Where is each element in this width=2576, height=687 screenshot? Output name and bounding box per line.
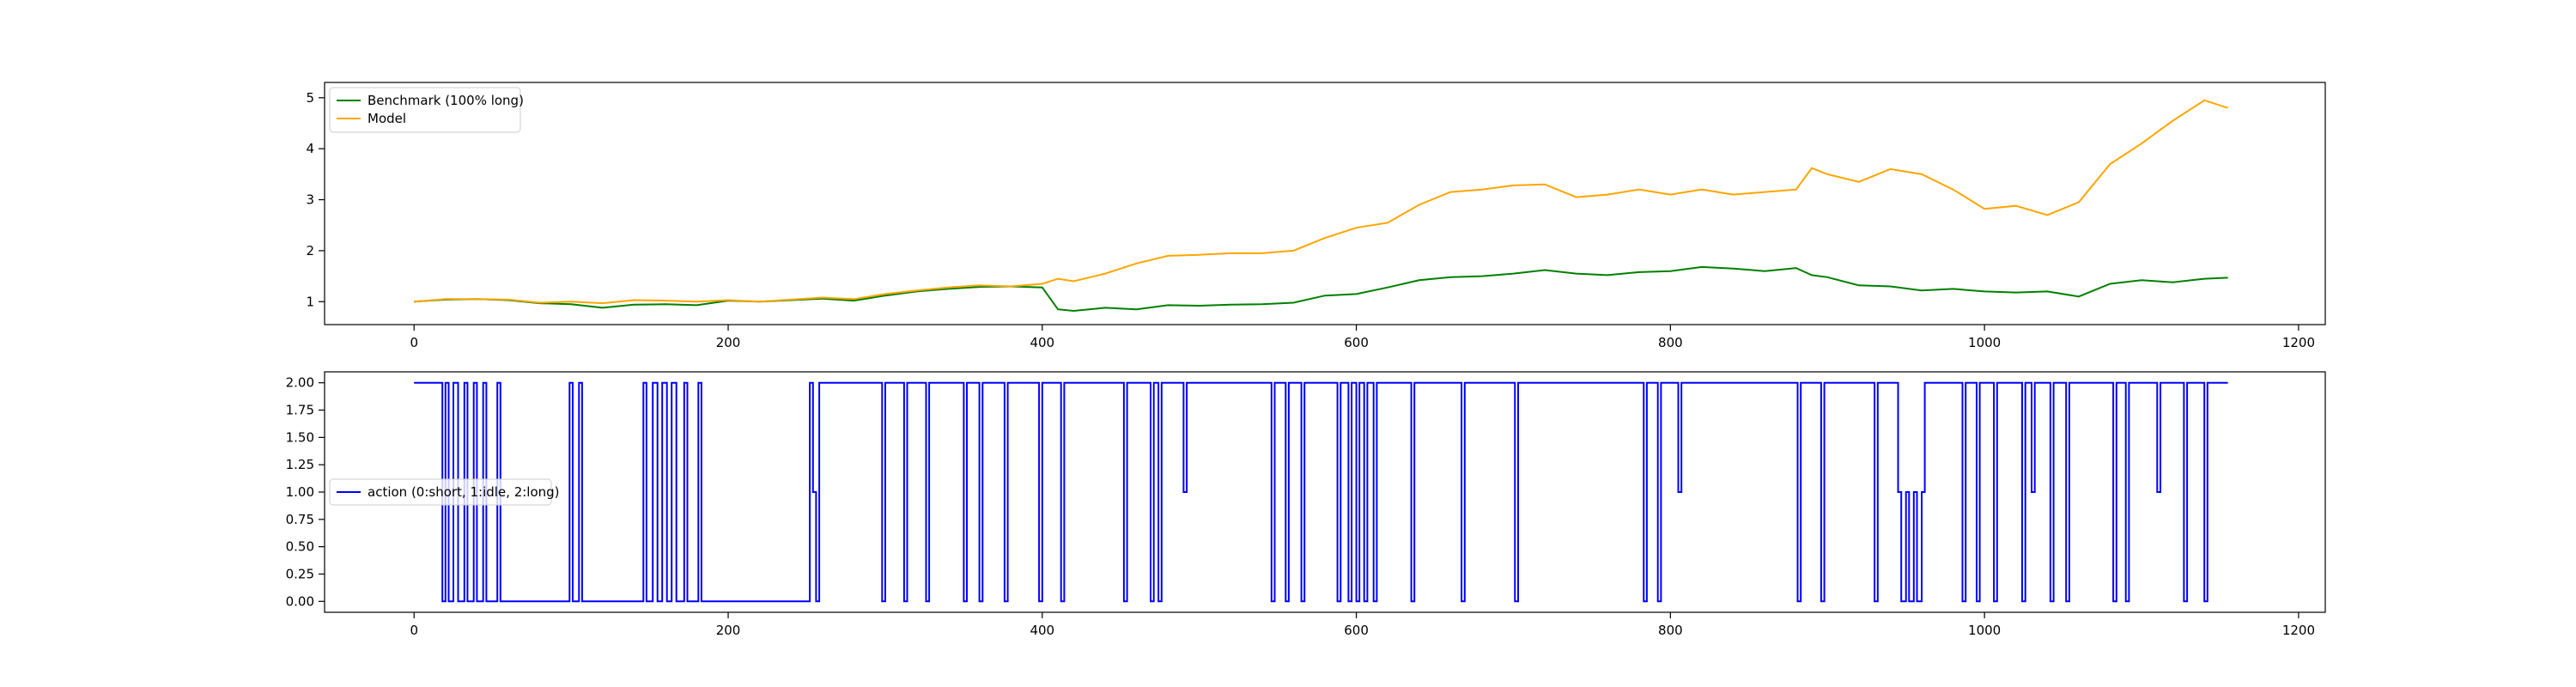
x-tick-label: 1000	[1968, 623, 2001, 638]
y-tick-label: 3	[306, 192, 314, 208]
legend-box	[329, 87, 521, 133]
axes-2: 0 200 400 600 800 1000 1200 0.00 0.25 0.50 0.75 1.0…	[286, 371, 2326, 638]
x-tick-label: 1200	[2282, 623, 2315, 638]
y-tick-label: 1.75	[286, 403, 314, 418]
legend-label: Benchmark (100% long)	[368, 93, 524, 108]
x-tick-label: 0	[410, 335, 418, 350]
legend: action (0:short, 1:idle, 2:long)	[329, 478, 560, 506]
x-tick-label: 0	[410, 623, 418, 638]
y-tick-label: 4	[306, 141, 314, 156]
y-tick-label: 2.00	[286, 375, 314, 391]
legend-label: Model	[368, 111, 406, 126]
y-tick-label: 1	[306, 294, 314, 309]
x-tick-label: 600	[1344, 623, 1369, 638]
y-tick-label: 0.25	[286, 566, 314, 581]
y-tick-label: 2	[306, 243, 314, 258]
axes-1: 0 200 400 600 800 1000 1200 1 2 3 4 5 Benchmark (100…	[306, 82, 2326, 350]
x-tick-label: 1000	[1968, 335, 2001, 350]
axes-frame	[324, 82, 2326, 325]
x-tick-label: 400	[1030, 623, 1054, 638]
series-line-1	[414, 265, 2228, 313]
x-tick-label: 800	[1658, 623, 1683, 638]
y-tick-label: 5	[306, 90, 314, 106]
x-tick-label: 600	[1344, 335, 1369, 350]
x-tick-label: 200	[716, 335, 741, 350]
y-tick-label: 1.25	[286, 457, 314, 472]
x-tick-label: 200	[716, 623, 741, 638]
legend: Benchmark (100% long) Model	[329, 87, 524, 133]
y-tick-label: 0.50	[286, 539, 314, 555]
y-tick-label: 0.00	[286, 593, 314, 609]
x-tick-label: 1200	[2282, 335, 2315, 350]
y-tick-label: 0.75	[286, 512, 314, 527]
x-tick-label: 400	[1030, 335, 1054, 350]
y-tick-label: 1.00	[286, 484, 314, 500]
series-line-1	[414, 381, 2228, 603]
y-tick-label: 1.50	[286, 429, 314, 445]
legend-label: action (0:short, 1:idle, 2:long)	[368, 484, 560, 500]
legend-box	[329, 478, 552, 506]
series-line-2	[414, 99, 2228, 305]
x-tick-label: 800	[1658, 335, 1683, 350]
